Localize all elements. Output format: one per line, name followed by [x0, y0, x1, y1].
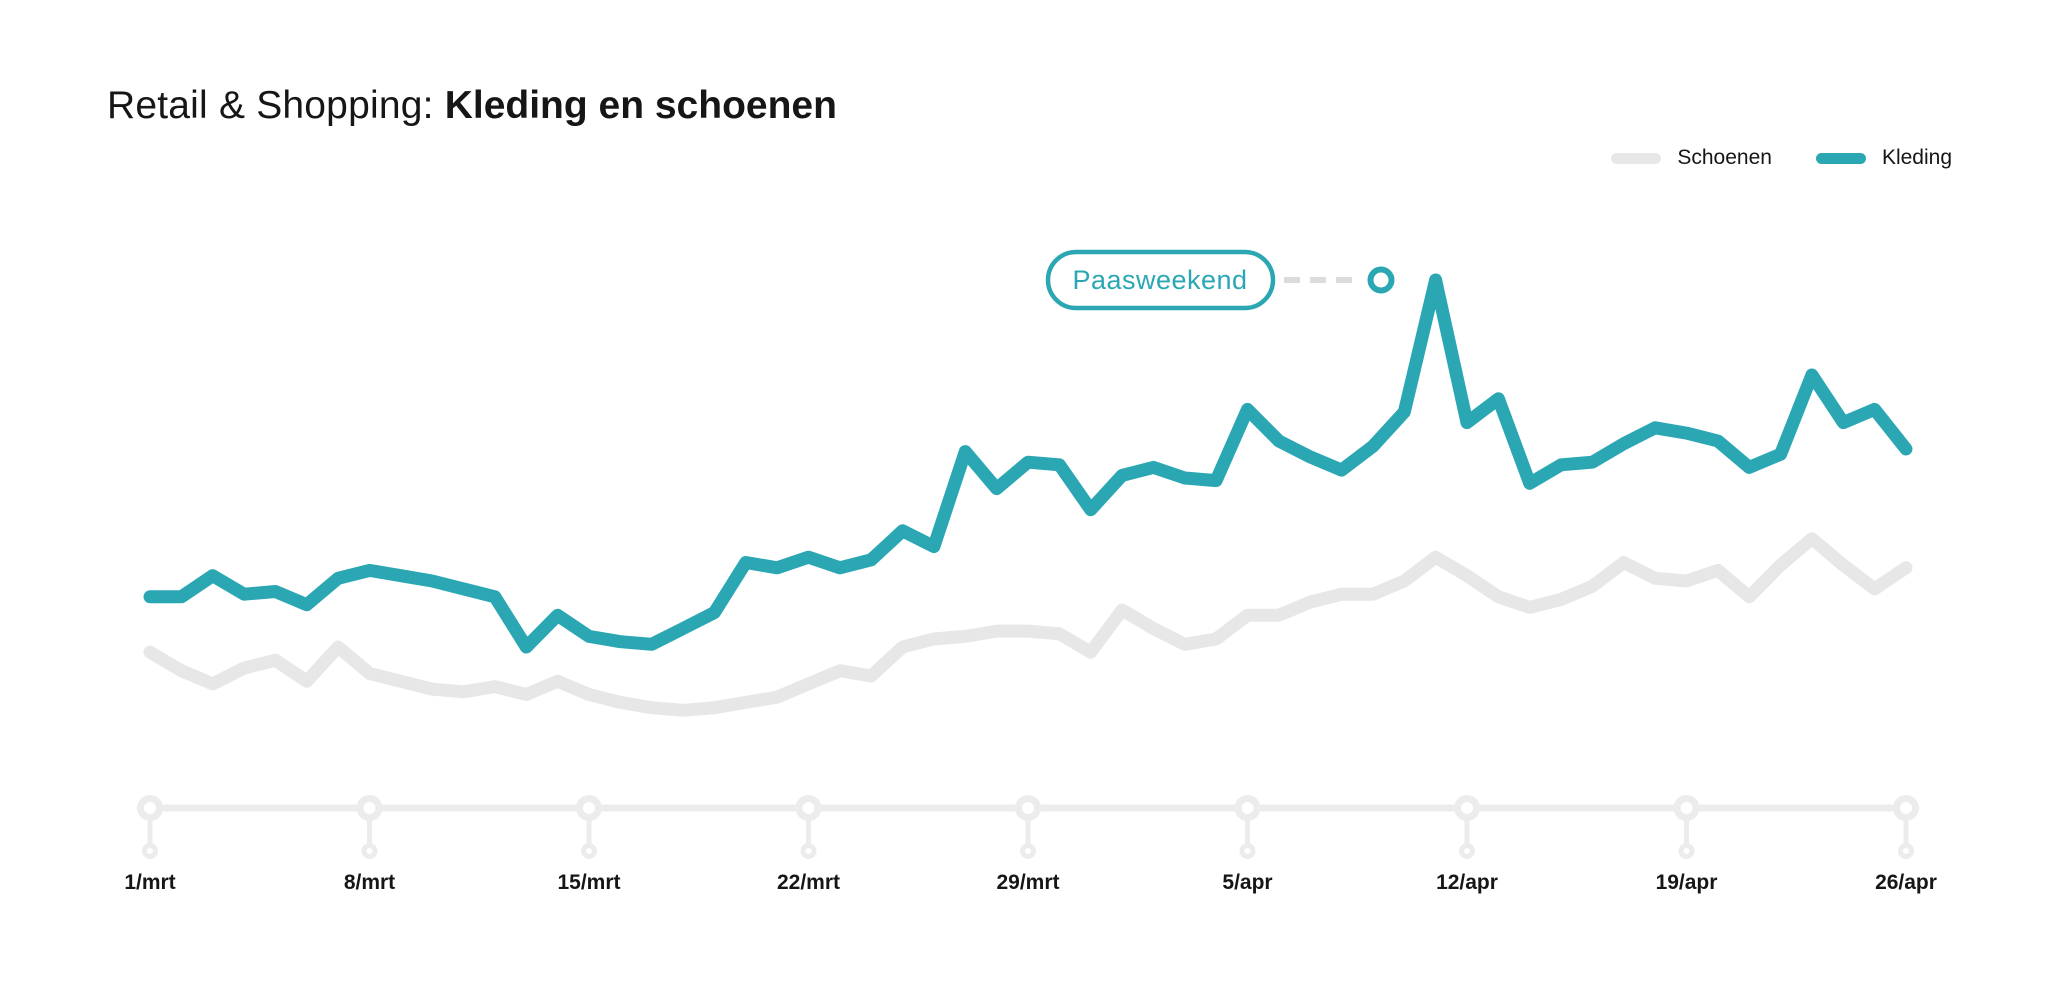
legend-label-kleding: Kleding [1881, 146, 1952, 169]
x-tick-label: 12/apr [1436, 871, 1498, 894]
legend-item-kleding: Kleding [1815, 146, 1952, 170]
x-tick-ring [1454, 795, 1480, 821]
x-tick-label: 26/apr [1875, 871, 1937, 894]
x-tick-ring [1893, 795, 1919, 821]
x-tick-label: 29/mrt [996, 871, 1059, 894]
x-tick-label: 1/mrt [124, 871, 175, 894]
page-title-prefix: Retail & Shopping: [107, 84, 445, 127]
legend-item-schoenen: Schoenen [1611, 146, 1772, 170]
x-tick-dot [1898, 843, 1914, 859]
legend-label-schoenen: Schoenen [1677, 146, 1772, 169]
x-tick-label: 22/mrt [777, 871, 840, 894]
x-tick-ring [576, 795, 602, 821]
x-tick-dot [1678, 843, 1695, 859]
annotation-pill [1045, 249, 1276, 311]
page-title: Retail & Shopping: Kleding en schoenen [107, 84, 837, 128]
series-line-schoenen [143, 532, 1913, 717]
x-tick-ring [356, 795, 383, 821]
x-tick-dot [361, 843, 378, 859]
x-tick-ring [1673, 795, 1700, 821]
x-tick-dot [1239, 843, 1256, 859]
x-tick-label: 19/apr [1656, 871, 1718, 894]
x-tick-dot [1459, 843, 1475, 859]
x-tick-label: 5/apr [1222, 871, 1272, 894]
x-tick-ring [1234, 795, 1261, 821]
x-tick-dot [581, 843, 597, 859]
legend-swatch-kleding [1815, 152, 1866, 164]
x-tick-label: 15/mrt [557, 871, 620, 894]
x-tick-dot [800, 843, 817, 859]
x-tick-ring [137, 795, 163, 821]
annotation: Paasweekend [1045, 249, 1395, 311]
x-tick-dot [142, 843, 158, 859]
x-tick-label: 8/mrt [344, 871, 395, 894]
legend: Schoenen Kleding [1611, 146, 1952, 170]
x-tick-ring [1015, 795, 1041, 821]
page-title-highlight: Kleding en schoenen [444, 84, 837, 127]
x-tick-ring [795, 795, 822, 821]
legend-swatch-schoenen [1611, 152, 1662, 164]
x-axis-ticks: 1/mrt 8/mrt 15/mrt 22/mrt 29/mrt 5/apr 12/apr 1… [124, 795, 1937, 894]
annotation-marker-circle [1367, 266, 1395, 294]
annotation-label: Paasweekend [1072, 265, 1247, 295]
x-tick-dot [1020, 843, 1036, 859]
series-line-kleding [143, 273, 1913, 654]
